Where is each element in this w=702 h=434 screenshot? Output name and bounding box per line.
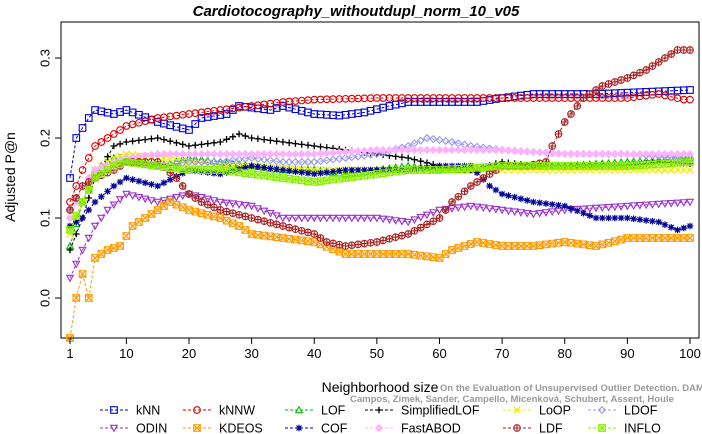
- legend-item-cof: COF: [285, 422, 348, 434]
- x-tick-label: 10: [119, 346, 133, 361]
- series-line: [69, 153, 690, 235]
- watermark-line-1: Campos, Zimek, Sander, Campello, Micenko…: [350, 394, 674, 405]
- series-markers: [66, 198, 694, 342]
- series-markers: [66, 46, 694, 250]
- y-tick-label: 0.0: [37, 289, 52, 307]
- chart-title: Cardiotocography_withoutdupl_norm_10_v05: [193, 3, 520, 20]
- x-tick-label: 60: [432, 346, 446, 361]
- legend-item-ldof: LDOF: [588, 404, 658, 418]
- legend-item-knnw: kNNW: [183, 404, 255, 418]
- y-tick-label: 0.2: [37, 129, 52, 147]
- legend-label: SimplifiedLOF: [401, 404, 480, 418]
- legend: kNN kNNW LOF SimplifiedLOF LoOP LDOF ODIN KDEOS…: [100, 404, 661, 434]
- legend-label: LoOP: [539, 404, 571, 418]
- legend-label: LOF: [321, 404, 346, 418]
- legend-label: LDF: [539, 422, 563, 434]
- x-tick-label: 30: [244, 346, 258, 361]
- legend-item-ldf: LDF: [503, 422, 563, 434]
- y-axis: 0.0 0.1 0.2 0.3: [37, 49, 61, 307]
- x-tick-label: 20: [182, 346, 196, 361]
- legend-label: INFLO: [624, 422, 661, 434]
- legend-item-fastabod: FastABOD: [365, 422, 461, 434]
- y-tick-label: 0.3: [37, 49, 52, 67]
- legend-label: FastABOD: [401, 422, 461, 434]
- series-inflo: [66, 158, 694, 234]
- x-tick-label: 90: [620, 346, 634, 361]
- x-tick-label: 50: [370, 346, 384, 361]
- legend-label: KDEOS: [219, 422, 263, 434]
- x-tick-label: 40: [307, 346, 321, 361]
- x-tick-label: 70: [495, 346, 509, 361]
- legend-label: ODIN: [136, 422, 167, 434]
- legend-label: LDOF: [624, 404, 658, 418]
- y-axis-title: Adjusted P@n: [2, 132, 18, 222]
- plot-frame: [60, 21, 700, 339]
- legend-item-odin: ODIN: [100, 422, 167, 434]
- legend-label: kNN: [136, 404, 160, 418]
- legend-item-loop: LoOP: [503, 404, 571, 418]
- y-tick-label: 0.1: [37, 209, 52, 227]
- x-axis-title: Neighborhood size: [322, 379, 439, 395]
- series-markers: [66, 158, 694, 234]
- series-kdeos: [66, 198, 694, 342]
- series-line: [69, 193, 691, 279]
- legend-item-kdeos: KDEOS: [183, 422, 263, 434]
- series-line: [69, 201, 690, 339]
- legend-label: kNNW: [219, 404, 255, 418]
- x-tick-label: 80: [558, 346, 572, 361]
- x-axis: 1 10 20 30 40 50 60 70 80 90 100: [66, 337, 701, 361]
- series-ldf: [66, 46, 694, 250]
- legend-item-inflo: INFLO: [588, 422, 661, 434]
- watermark-line-2: On the Evaluation of Unsupervised Outlie…: [440, 383, 702, 394]
- legend-item-knn: kNN: [100, 404, 160, 418]
- legend-label: COF: [321, 422, 348, 434]
- x-tick-label: 100: [679, 346, 701, 361]
- series-layer: [65, 46, 695, 342]
- legend-item-simplifiedlof: SimplifiedLOF: [365, 404, 480, 418]
- x-tick-label: 1: [66, 346, 73, 361]
- series-markers: [66, 90, 694, 206]
- legend-item-lof: LOF: [285, 404, 346, 418]
